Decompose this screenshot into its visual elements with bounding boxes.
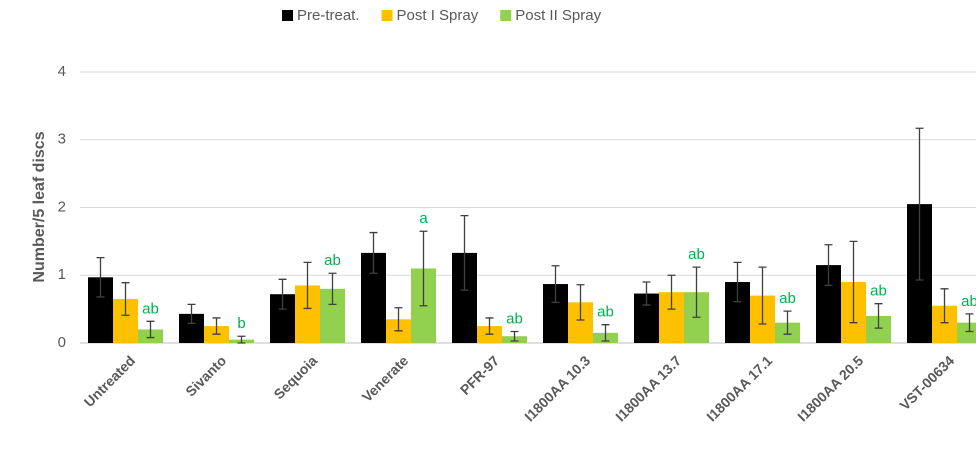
x-tick-label: I1800AA 13.7 — [612, 352, 684, 424]
error-bar — [551, 265, 560, 303]
error-bar — [642, 281, 651, 306]
error-bar — [237, 335, 246, 344]
y-tick-label: 2 — [58, 198, 66, 215]
error-bar — [460, 214, 469, 291]
error-bar — [874, 303, 883, 329]
y-axis-label: Number/5 leaf discs — [31, 131, 48, 282]
error-bar — [601, 324, 610, 342]
x-tick-label: Sequoia — [270, 352, 320, 402]
annotation: ab — [324, 252, 341, 269]
x-tick-label: PFR-97 — [457, 352, 503, 398]
error-bar — [212, 317, 221, 335]
y-tick-label: 3 — [58, 131, 66, 148]
error-bar — [96, 256, 105, 298]
error-bar — [824, 244, 833, 287]
error-bar — [187, 303, 196, 325]
legend-swatch — [282, 10, 293, 21]
error-bar — [849, 240, 858, 324]
legend-label: Post II Spray — [515, 7, 601, 24]
x-tick-label: I1800AA 10.3 — [521, 352, 593, 424]
legend-label: Pre-treat. — [297, 7, 360, 24]
annotation: ab — [779, 290, 796, 307]
annotation: ab — [597, 304, 614, 321]
annotation: b — [237, 315, 245, 332]
x-tick-label: I1800AA 20.5 — [794, 352, 866, 424]
x-tick-label: I1800AA 17.1 — [703, 352, 775, 424]
error-bar — [419, 230, 428, 307]
annotation: ab — [506, 310, 523, 327]
error-bar — [965, 313, 974, 333]
error-bar — [485, 317, 494, 335]
error-bar — [940, 288, 949, 324]
bar — [957, 322, 976, 343]
x-tick-label: Sivanto — [182, 352, 229, 399]
legend-label: Post I Spray — [397, 7, 479, 24]
error-bar — [733, 261, 742, 303]
x-tick-label: Untreated — [81, 352, 139, 410]
x-tick-label: Venerate — [359, 352, 412, 405]
y-tick-label: 0 — [58, 334, 66, 351]
legend-swatch — [381, 10, 393, 21]
annotation: ab — [142, 300, 159, 317]
error-bar — [915, 127, 924, 281]
error-bar — [783, 310, 792, 335]
error-bar — [303, 261, 312, 310]
annotation: ab — [870, 283, 887, 300]
error-bar — [146, 320, 155, 339]
error-bar — [692, 266, 701, 318]
y-tick-label: 1 — [58, 266, 66, 283]
error-bar — [121, 282, 130, 316]
error-bar — [278, 278, 287, 310]
error-bar — [576, 284, 585, 321]
error-bar — [667, 274, 676, 310]
error-bar — [510, 330, 519, 342]
error-bar — [394, 307, 403, 332]
x-tick-label: VST-00634 — [896, 352, 957, 413]
y-tick-label: 4 — [58, 63, 66, 80]
legend-swatch — [500, 10, 512, 21]
error-bar — [758, 266, 767, 325]
annotation: ab — [688, 246, 705, 263]
error-bar — [328, 272, 337, 306]
annotation: a — [419, 210, 428, 227]
annotation: ab — [961, 293, 976, 310]
error-bar — [369, 231, 378, 274]
